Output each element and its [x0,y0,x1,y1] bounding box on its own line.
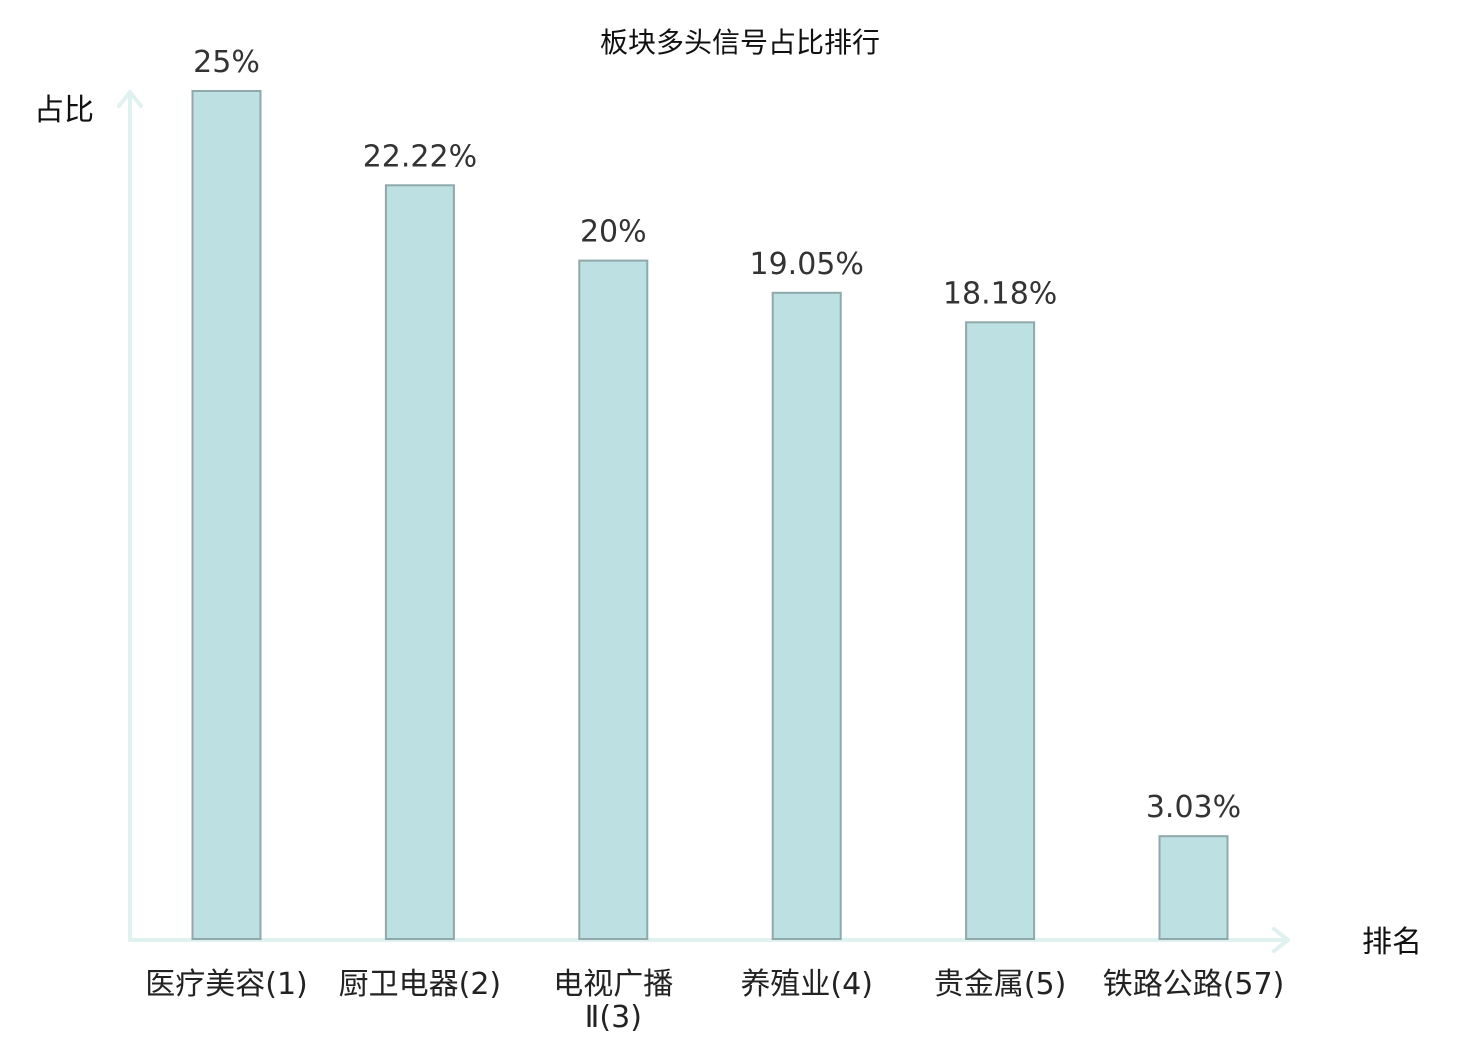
bar-value-label: 20% [580,215,647,250]
bar-value-label: 25% [193,45,260,80]
bar [771,291,842,940]
category-tick-label: Ⅱ(3) [585,1000,642,1035]
category-tick-label: 厨卫电器(2) [339,967,502,1002]
x-axis-label: 排名 [1362,925,1422,960]
value-labels-group: 25% 22.22% 20% 19.05% 18.18% 3.03% [193,45,1241,825]
bar-value-label: 18.18% [943,276,1057,311]
bar [1158,835,1229,941]
category-tick-label: 养殖业(4) [740,967,873,1002]
bar [578,259,649,941]
bar [384,184,455,941]
x-axis-arrow [1272,927,1290,953]
bar-value-label: 22.22% [363,139,477,174]
bar [191,90,262,940]
bars-group [191,90,1229,941]
category-tick-label: 铁路公路(57) [1103,967,1285,1002]
y-axis-arrow [117,90,143,108]
category-tick-label: 医疗美容(1) [145,967,308,1002]
chart-title: 板块多头信号占比排行 [600,26,880,59]
y-axis-label: 占比 [34,93,94,128]
category-tick-label: 电视广播 [553,967,673,1002]
bar-value-label: 19.05% [750,247,864,282]
category-tick-label: 贵金属(5) [934,967,1067,1002]
bar [965,321,1036,940]
bar-value-label: 3.03% [1146,790,1241,825]
